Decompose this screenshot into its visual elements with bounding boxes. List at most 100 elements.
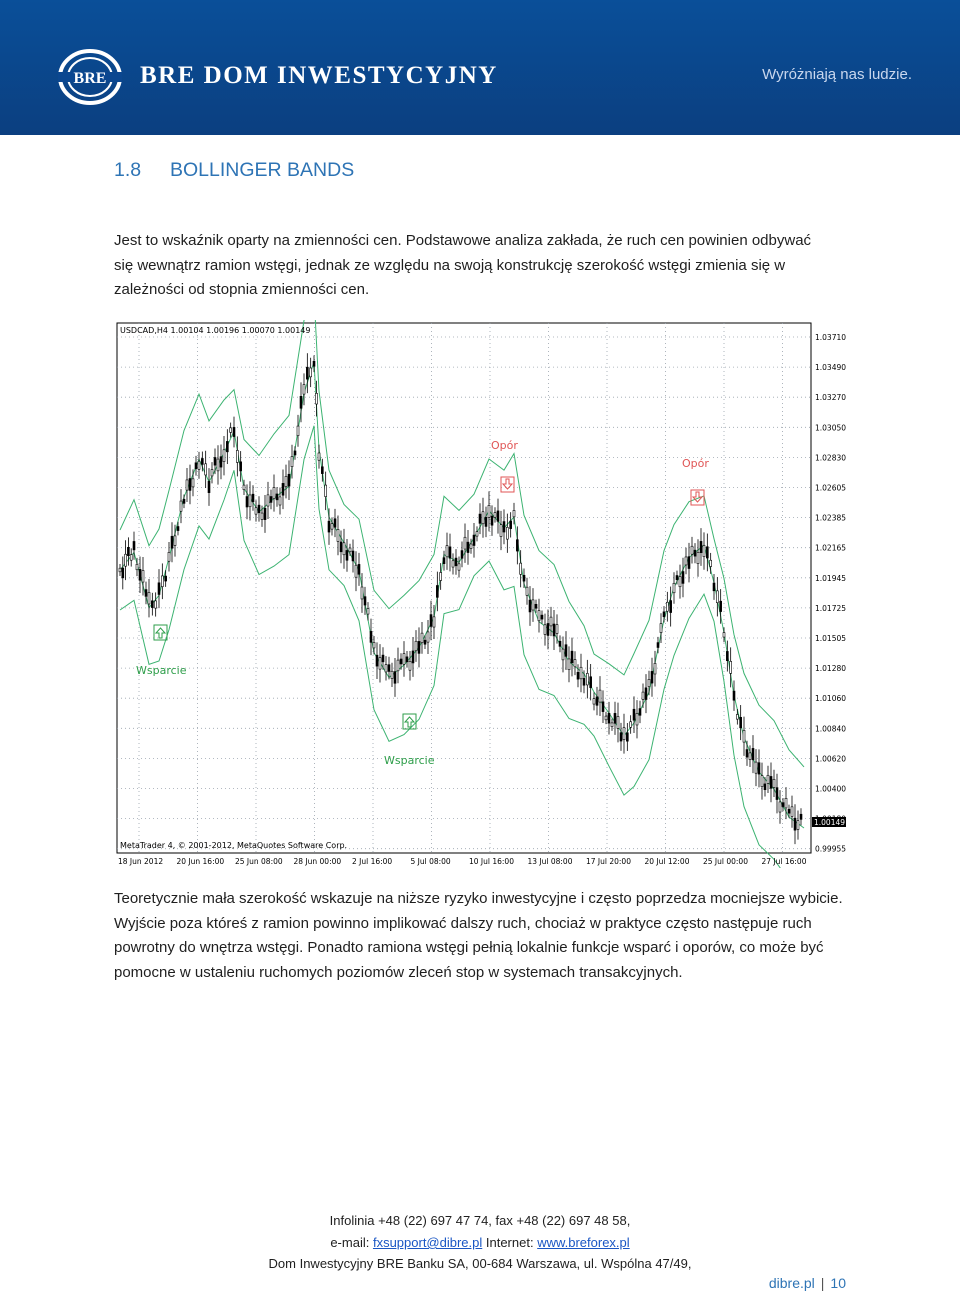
candle-body xyxy=(179,500,183,512)
x-tick-label: 17 Jul 20:00 xyxy=(586,857,631,866)
candle-body xyxy=(763,783,767,791)
candle-body xyxy=(423,639,427,645)
x-tick-label: 13 Jul 08:00 xyxy=(528,857,573,866)
svg-text:BRE: BRE xyxy=(74,70,107,87)
candle-body xyxy=(266,494,270,507)
candle-body xyxy=(257,504,261,514)
candle-body xyxy=(408,661,412,671)
candle-body xyxy=(336,529,340,542)
candle-body xyxy=(666,601,669,612)
candle-body xyxy=(512,510,516,518)
candle-body xyxy=(589,676,592,688)
candle-body xyxy=(357,564,361,575)
section-number: 1.8 xyxy=(114,159,142,181)
candle-body xyxy=(699,541,703,554)
candle-body xyxy=(619,732,623,742)
bollinger-chart: 1.03710 1.03490 1.03270 1.03050 1.02830 1.026… xyxy=(114,320,848,868)
website-link[interactable]: www.breforex.pl xyxy=(537,1235,630,1250)
y-tick-label: 1.01725 xyxy=(815,604,846,613)
candle-body xyxy=(254,507,258,515)
candle-body xyxy=(610,722,614,727)
upper-band xyxy=(119,320,805,768)
candle-body xyxy=(309,367,312,378)
candle-body xyxy=(302,384,306,395)
bre-logo-icon: BRE xyxy=(58,49,122,105)
internet-label: Internet: xyxy=(482,1235,538,1250)
candle-body xyxy=(327,520,331,533)
candle-body xyxy=(793,817,797,831)
candle-body xyxy=(799,813,803,820)
candle-body xyxy=(678,576,682,588)
candle-body xyxy=(669,600,672,613)
page-number-value: 10 xyxy=(830,1275,846,1291)
candle-body xyxy=(712,582,716,592)
candle-body xyxy=(251,493,255,503)
candle-body xyxy=(213,457,217,466)
candle-body xyxy=(173,535,177,546)
candle-body xyxy=(429,614,433,627)
candle-body xyxy=(509,520,512,529)
candle-body xyxy=(451,560,455,568)
candle-body xyxy=(242,484,246,490)
candle-body xyxy=(586,673,589,686)
candle-body xyxy=(751,748,755,761)
candle-body xyxy=(299,396,303,409)
slogan: Wyróżniają nas ludzie. xyxy=(762,66,912,83)
candle-body xyxy=(472,534,476,546)
candle-body xyxy=(693,549,697,557)
candle-body xyxy=(570,650,574,664)
email-link[interactable]: fxsupport@dibre.pl xyxy=(372,1235,483,1250)
candle-body xyxy=(248,494,252,508)
x-tick-label: 10 Jul 16:00 xyxy=(469,857,514,866)
candle-body xyxy=(469,543,473,549)
candle-body xyxy=(632,708,636,721)
candle-body xyxy=(531,599,535,611)
candle-body xyxy=(260,512,264,520)
candle-body xyxy=(690,545,694,555)
candle-body xyxy=(675,575,679,580)
candle-body xyxy=(132,541,136,551)
candle-body xyxy=(460,550,464,559)
email-label: e-mail: xyxy=(330,1235,373,1250)
candle-body xyxy=(384,664,388,673)
candle-body xyxy=(540,614,544,620)
candle-body xyxy=(582,678,586,686)
candle-body xyxy=(191,478,195,488)
candle-body xyxy=(204,463,207,476)
candle-body xyxy=(245,496,249,508)
candle-body xyxy=(182,498,186,504)
candle-body xyxy=(790,806,794,817)
candle-body xyxy=(537,610,541,622)
x-tick-label: 5 Jul 08:00 xyxy=(411,857,451,866)
candle-body xyxy=(411,650,415,664)
candle-body xyxy=(772,778,776,788)
candle-body xyxy=(278,496,282,506)
candle-body xyxy=(775,787,779,800)
candle-body xyxy=(638,708,642,716)
x-tick-label: 2 Jul 16:00 xyxy=(352,857,392,866)
y-tick-label: 1.01280 xyxy=(815,664,846,673)
candle-body xyxy=(369,631,373,643)
candle-body xyxy=(592,698,596,705)
y-tick-label: 1.00400 xyxy=(815,785,846,794)
y-tick-label: 1.01945 xyxy=(815,574,846,583)
candle-body xyxy=(118,567,122,573)
candle-body xyxy=(290,456,294,467)
candle-body xyxy=(635,713,639,726)
candle-body xyxy=(420,632,424,643)
candle-body xyxy=(604,715,608,721)
support-label-2: Wsparcie xyxy=(384,754,435,767)
candle-body xyxy=(339,541,343,553)
candle-body xyxy=(778,801,782,813)
candle-body xyxy=(595,696,599,706)
candle-body xyxy=(366,608,370,615)
candle-body xyxy=(555,624,559,634)
candle-body xyxy=(396,659,400,672)
support-arrow-icon xyxy=(153,624,168,641)
candle-body xyxy=(354,564,358,578)
candle-body xyxy=(147,592,151,605)
candle-body xyxy=(236,450,239,463)
candle-body xyxy=(729,661,732,674)
chart-symbol-line: USDCAD,H4 1.00104 1.00196 1.00070 1.0014… xyxy=(120,326,310,335)
candle-body xyxy=(757,762,761,775)
